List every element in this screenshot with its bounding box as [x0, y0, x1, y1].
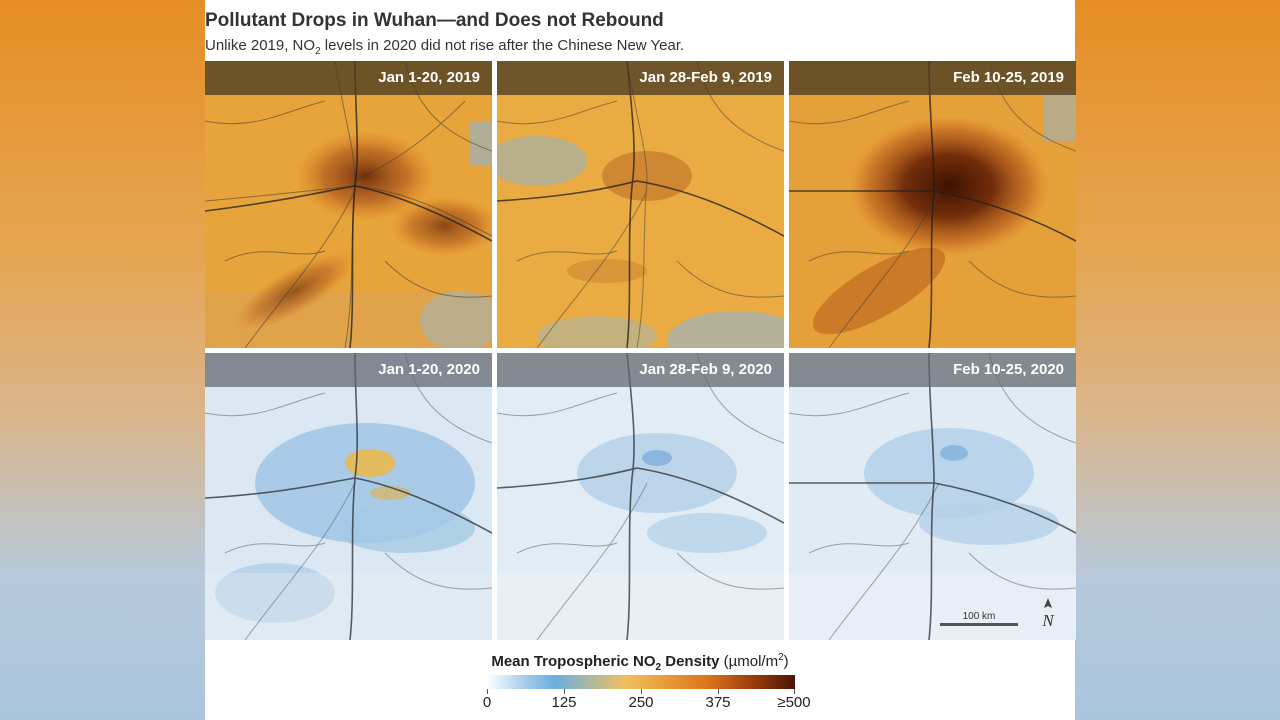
- no2-map-feb-2020: [789, 353, 1076, 640]
- legend-title-text-end: Density: [661, 653, 720, 670]
- map-panel-feb-2020: Feb 10-25, 2020 100 km N: [789, 353, 1076, 640]
- legend-units-end: ): [783, 653, 789, 670]
- legend-tick: [641, 689, 642, 694]
- legend-tick: [794, 689, 795, 694]
- subtitle-text-end: levels in 2020 did not rise after the Ch…: [320, 37, 685, 54]
- map-panel-late-jan-2020: Jan 28-Feb 9, 2020: [497, 353, 784, 640]
- panel-label: Jan 28-Feb 9, 2020: [497, 353, 784, 387]
- legend-tick-label: 375: [705, 694, 731, 711]
- no2-map-late-jan-2019: [497, 61, 784, 348]
- scale-bar-line: [940, 623, 1018, 626]
- scale-bar-label: 100 km: [962, 611, 996, 622]
- legend-title: Mean Tropospheric NO2 Density (µmol/m2): [205, 652, 1075, 673]
- map-panel-jan-2019: Jan 1-20, 2019: [205, 61, 492, 348]
- map-panel-jan-2020: Jan 1-20, 2020: [205, 353, 492, 640]
- subtitle-subscript: 2: [315, 46, 321, 57]
- map-panel-feb-2019: Feb 10-25, 2019: [789, 61, 1076, 348]
- legend-tick-label: 125: [551, 694, 577, 711]
- subtitle-text: Unlike 2019, NO: [205, 37, 316, 54]
- figure-subtitle: Unlike 2019, NO2 levels in 2020 did not …: [205, 37, 684, 57]
- legend-tick-label: 250: [628, 694, 654, 711]
- color-scale-bar: [487, 675, 795, 689]
- panel-label: Jan 28-Feb 9, 2019: [497, 61, 784, 95]
- legend-tick: [564, 689, 565, 694]
- background-blur-right: [1075, 0, 1280, 720]
- legend-tick: [487, 689, 488, 694]
- panel-label: Jan 1-20, 2019: [205, 61, 492, 95]
- legend-units: (µmol/m: [719, 653, 779, 670]
- legend-tick: [718, 689, 719, 694]
- map-panel-late-jan-2019: Jan 28-Feb 9, 2019: [497, 61, 784, 348]
- legend-tick-label: ≥500: [777, 694, 811, 711]
- panel-label: Jan 1-20, 2020: [205, 353, 492, 387]
- no2-map-jan-2019: [205, 61, 492, 348]
- legend-title-subscript: 2: [655, 662, 662, 673]
- no2-map-feb-2019: [789, 61, 1076, 348]
- no2-map-jan-2020: [205, 353, 492, 640]
- north-arrow-icon: N: [1034, 596, 1062, 630]
- background-blur-left: [0, 0, 205, 720]
- scale-bar: 100 km: [940, 611, 1018, 626]
- panel-label: Feb 10-25, 2020: [789, 353, 1076, 387]
- north-arrow-label: N: [1041, 611, 1055, 630]
- legend-tick-label: 0: [482, 694, 492, 711]
- no2-map-late-jan-2020: [497, 353, 784, 640]
- panel-label: Feb 10-25, 2019: [789, 61, 1076, 95]
- legend-units-superscript: 2: [778, 652, 784, 663]
- figure: Pollutant Drops in Wuhan—and Does not Re…: [205, 0, 1076, 720]
- figure-title: Pollutant Drops in Wuhan—and Does not Re…: [205, 10, 664, 31]
- legend-title-text: Mean Tropospheric NO: [491, 653, 656, 670]
